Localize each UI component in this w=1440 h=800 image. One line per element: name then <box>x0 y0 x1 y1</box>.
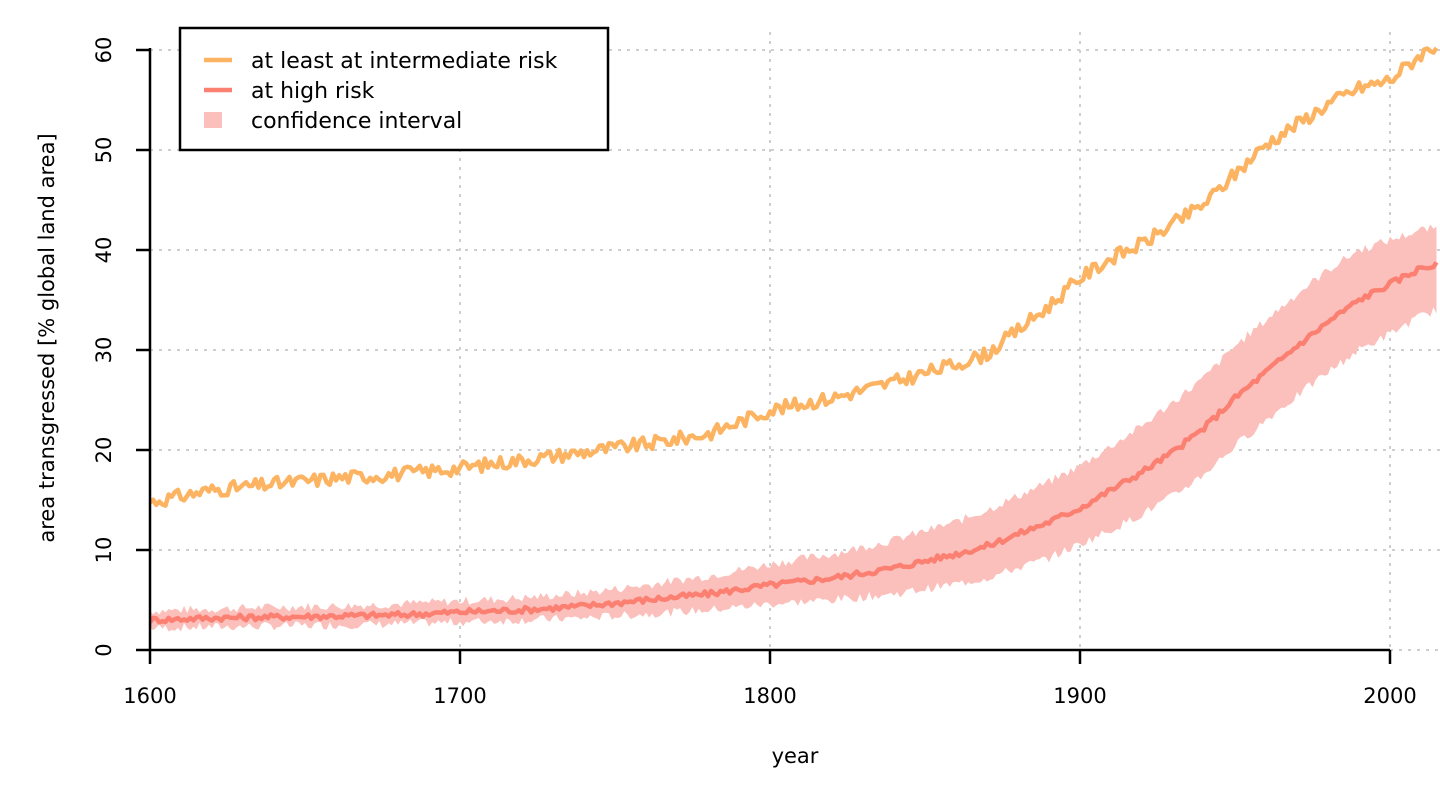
x-tick-label: 1900 <box>1053 684 1106 708</box>
y-axis-label: area transgressed [% global land area] <box>35 133 59 542</box>
y-tick-label: 40 <box>92 237 116 264</box>
y-tick-label: 50 <box>92 137 116 164</box>
y-tick-label: 10 <box>92 537 116 564</box>
y-tick-label: 30 <box>92 337 116 364</box>
confidence-interval-band <box>150 224 1437 632</box>
legend-swatch-confidence-interval <box>204 112 222 128</box>
plot-area <box>150 46 1439 632</box>
tick-labels: 0 10 20 30 40 50 60 1600 1700 1800 1900 2000 <box>92 37 1417 708</box>
series-line-high-risk <box>150 261 1439 625</box>
axes <box>136 48 1392 664</box>
legend-label-intermediate-risk: at least at intermediate risk <box>251 49 558 74</box>
y-tick-label: 20 <box>92 437 116 464</box>
legend-box <box>178 26 610 152</box>
legend-label-confidence-interval: confidence interval <box>251 109 462 134</box>
x-tick-label: 1600 <box>123 684 176 708</box>
y-tick-label: 0 <box>92 643 116 656</box>
x-axis-label: year <box>772 744 819 768</box>
series-line-intermediate-risk <box>150 46 1439 508</box>
grid <box>150 32 1440 651</box>
legend: at least at intermediate risk at high ri… <box>178 26 610 152</box>
y-tick-label: 60 <box>92 37 116 64</box>
legend-label-high-risk: at high risk <box>251 79 375 104</box>
x-tick-label: 1800 <box>743 684 796 708</box>
x-tick-label: 1700 <box>433 684 486 708</box>
x-tick-label: 2000 <box>1363 684 1416 708</box>
